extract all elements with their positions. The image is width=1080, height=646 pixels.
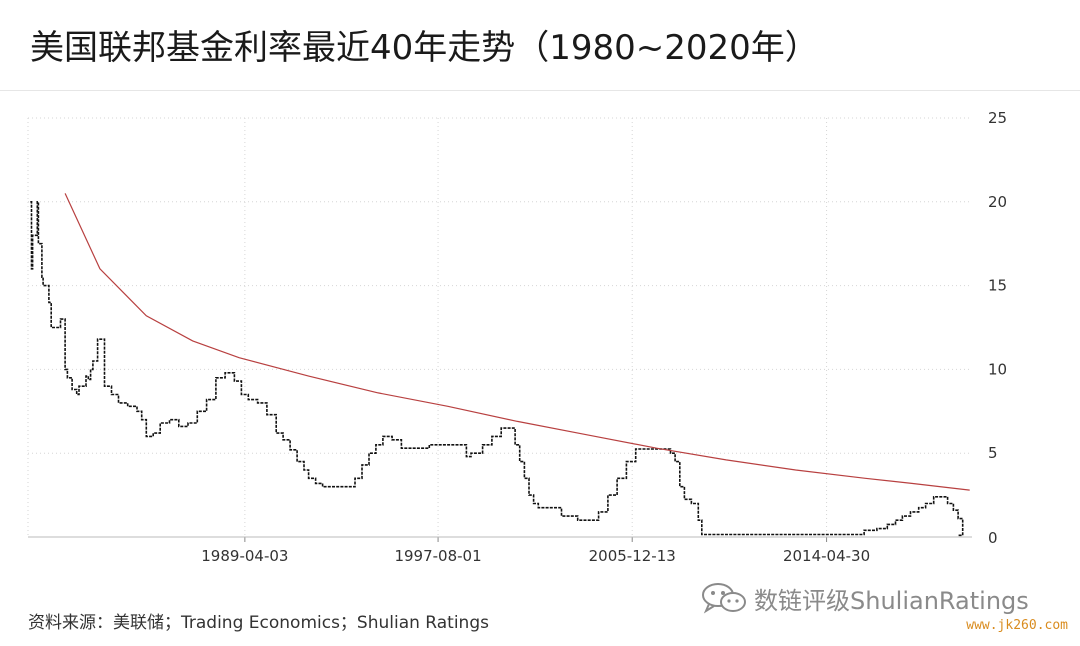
y-tick-label: 10 bbox=[988, 360, 1007, 378]
site-watermark: www.jk260.com bbox=[966, 618, 1068, 633]
x-tick-label: 2005-12-13 bbox=[589, 547, 676, 565]
y-tick-label: 15 bbox=[988, 277, 1007, 295]
y-tick-label: 0 bbox=[988, 529, 998, 547]
fed-funds-rate-chart: 0 5 10 15 20 25 1989-04-03 1997-08-01 2005-12-13… bbox=[27, 109, 1007, 565]
y-tick-label: 20 bbox=[988, 193, 1007, 211]
watermark: 数链评级ShulianRatings bbox=[700, 580, 1029, 616]
watermark-text: 数链评级ShulianRatings bbox=[754, 586, 1029, 615]
chart-title: 美国联邦基金利率最近40年走势（1980~2020年） bbox=[30, 28, 819, 68]
wechat-icon bbox=[700, 580, 748, 616]
x-tick-label: 2014-04-30 bbox=[783, 547, 870, 565]
title-divider bbox=[0, 90, 1080, 91]
source-note: 资料来源：美联储；Trading Economics；Shulian Ratin… bbox=[28, 613, 489, 633]
x-tick-label: 1997-08-01 bbox=[394, 547, 481, 565]
x-tick-label: 1989-04-03 bbox=[201, 547, 288, 565]
series-line-rate bbox=[30, 201, 964, 537]
y-tick-label: 5 bbox=[988, 444, 998, 462]
series-line-trend bbox=[64, 193, 970, 491]
y-tick-label: 25 bbox=[988, 109, 1007, 127]
